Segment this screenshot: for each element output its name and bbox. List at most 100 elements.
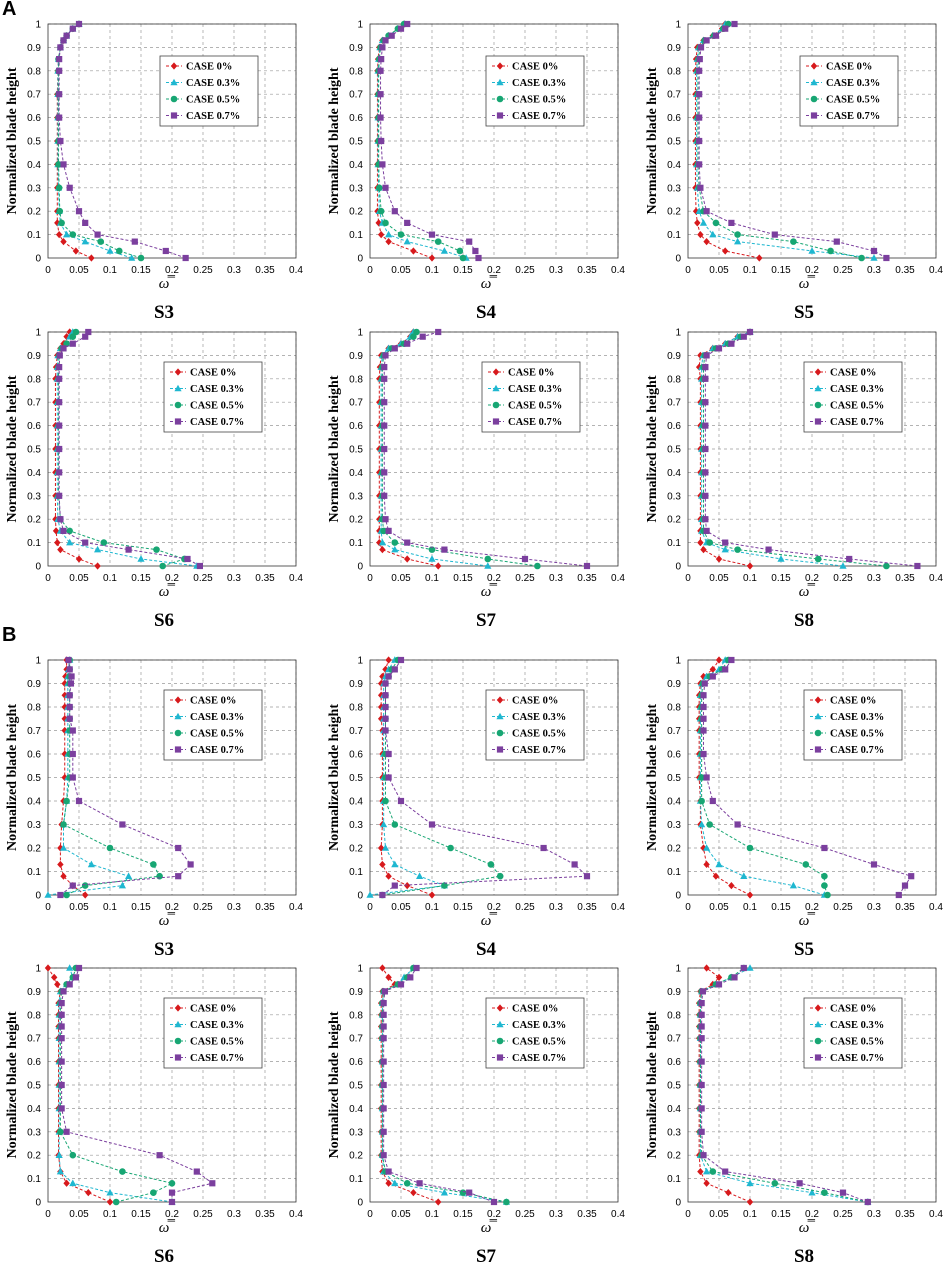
- x-tick-label: 0.4: [929, 265, 943, 276]
- data-point: [712, 872, 720, 880]
- data-point: [56, 114, 63, 121]
- data-point: [883, 254, 890, 262]
- data-point: [391, 666, 398, 673]
- x-tick-label: 0.1: [103, 265, 117, 276]
- x-tick-label: 0.25: [193, 265, 213, 276]
- data-point: [734, 231, 741, 238]
- y-axis-label: Normalized blade height: [327, 1011, 342, 1158]
- y-tick-label: 0.7: [27, 726, 41, 737]
- x-tick-label: 0.25: [515, 573, 535, 584]
- data-point: [731, 974, 738, 981]
- data-point: [380, 1000, 387, 1007]
- data-point: [702, 469, 709, 476]
- data-point: [731, 20, 738, 28]
- data-point: [382, 715, 389, 722]
- y-tick-label: 0.4: [349, 1104, 363, 1115]
- data-point: [67, 680, 75, 687]
- legend-marker: [814, 368, 822, 376]
- data-point: [428, 546, 436, 553]
- data-point: [756, 254, 763, 262]
- data-point: [715, 860, 723, 868]
- data-point: [722, 539, 729, 546]
- data-point: [771, 231, 778, 238]
- legend-marker: [496, 95, 504, 103]
- data-point: [487, 861, 495, 868]
- data-point: [901, 882, 909, 889]
- data-point: [56, 91, 63, 98]
- y-tick-label: 0.8: [27, 374, 41, 385]
- legend-label: CASE 0%: [830, 696, 876, 707]
- data-point: [61, 726, 68, 735]
- y-tick-label: 0: [35, 891, 41, 902]
- y-axis-label: Normalized blade height: [645, 1011, 660, 1158]
- y-tick-label: 0.6: [27, 750, 41, 761]
- data-point: [380, 1128, 387, 1135]
- data-point: [385, 1179, 392, 1187]
- data-point: [883, 562, 890, 570]
- data-point: [377, 231, 385, 239]
- data-point: [435, 1198, 442, 1206]
- data-point: [734, 546, 741, 553]
- legend-label: CASE 0.3%: [190, 384, 244, 395]
- y-tick-label: 0.7: [667, 90, 681, 101]
- data-point: [895, 891, 902, 899]
- data-point: [419, 333, 426, 340]
- data-point: [187, 861, 194, 868]
- data-point: [397, 797, 405, 805]
- subplot-title: S6: [154, 1246, 174, 1262]
- data-point: [410, 1189, 417, 1197]
- plot-frame: [687, 23, 937, 259]
- y-tick-label: 1: [357, 964, 363, 975]
- data-point: [56, 1167, 64, 1175]
- data-point: [746, 891, 754, 899]
- data-point: [397, 25, 405, 32]
- y-tick-label: 0.2: [349, 207, 363, 218]
- data-point: [694, 219, 701, 227]
- y-tick-label: 0.8: [27, 703, 41, 714]
- data-point: [63, 797, 70, 805]
- data-point: [59, 844, 68, 851]
- data-point: [60, 238, 67, 246]
- data-point: [69, 333, 77, 340]
- legend-marker: [170, 78, 178, 86]
- data-point: [378, 56, 385, 63]
- data-point: [61, 773, 68, 782]
- x-tick-label: 0.05: [709, 573, 729, 584]
- data-point: [703, 1167, 711, 1175]
- data-point: [69, 774, 76, 781]
- x-tick-label: 0.2: [165, 1209, 179, 1220]
- data-point: [385, 973, 392, 981]
- x-tick-label: 0.15: [131, 902, 151, 913]
- data-point: [496, 872, 504, 880]
- data-point: [100, 539, 108, 546]
- data-point: [870, 861, 878, 868]
- data-point: [66, 715, 73, 722]
- data-point: [379, 964, 386, 972]
- y-tick-label: 1: [35, 328, 41, 339]
- data-point: [116, 247, 123, 255]
- x-tick-label: 0.05: [69, 573, 89, 584]
- data-point: [385, 238, 392, 246]
- data-point: [740, 964, 747, 972]
- data-point: [702, 375, 709, 382]
- data-point: [56, 445, 63, 453]
- legend-marker: [496, 729, 504, 737]
- data-point: [715, 981, 723, 988]
- legend-label: CASE 0%: [512, 1004, 558, 1015]
- data-point: [746, 844, 754, 852]
- data-point: [75, 20, 83, 28]
- data-point: [709, 230, 717, 238]
- y-tick-label: 0: [357, 254, 363, 265]
- legend-marker: [496, 62, 504, 70]
- legend-marker: [496, 1020, 504, 1028]
- data-point: [69, 1179, 77, 1187]
- subplot-title: S8: [794, 610, 814, 631]
- data-point: [703, 860, 710, 869]
- data-point: [459, 254, 467, 262]
- y-tick-label: 0.6: [349, 421, 363, 432]
- x-tick-label: 0.25: [193, 902, 213, 913]
- data-point: [61, 679, 68, 688]
- y-tick-label: 0.7: [27, 90, 41, 101]
- legend-label: CASE 0.3%: [512, 78, 566, 89]
- data-point: [44, 891, 52, 898]
